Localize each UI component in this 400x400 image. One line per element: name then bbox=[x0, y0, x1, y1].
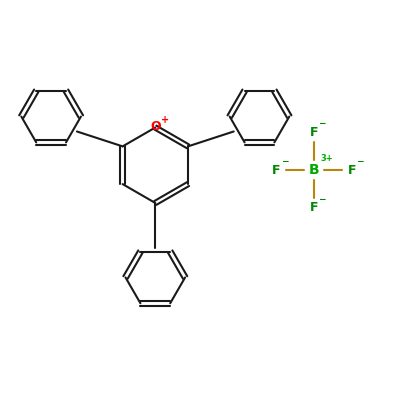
Text: −: − bbox=[356, 157, 364, 166]
Text: −: − bbox=[281, 157, 288, 166]
Text: O: O bbox=[150, 120, 161, 133]
Text: +: + bbox=[161, 114, 169, 124]
Text: F: F bbox=[272, 164, 281, 177]
Text: F: F bbox=[310, 126, 318, 139]
Text: 3+: 3+ bbox=[321, 154, 334, 163]
Text: F: F bbox=[348, 164, 356, 177]
Text: F: F bbox=[310, 202, 318, 214]
Text: −: − bbox=[318, 194, 326, 204]
Text: B: B bbox=[309, 163, 320, 177]
Text: −: − bbox=[318, 119, 326, 128]
